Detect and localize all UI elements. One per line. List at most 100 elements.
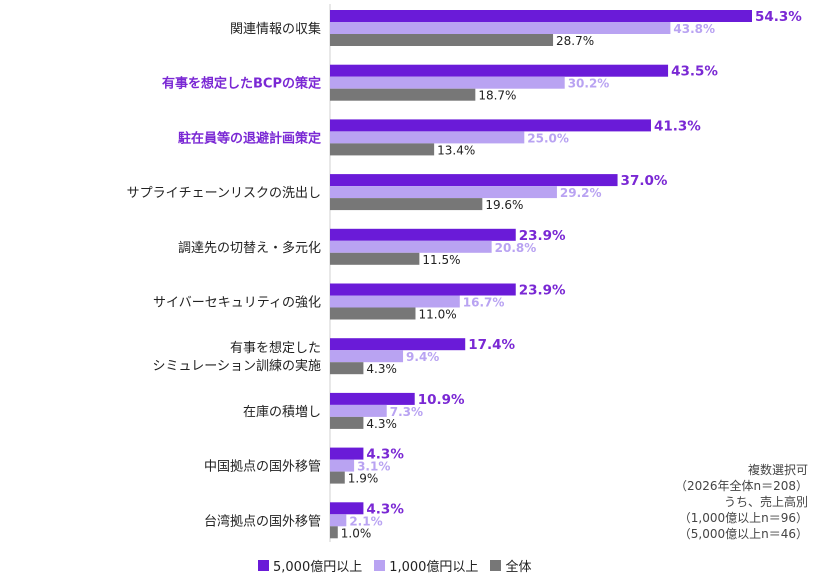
- value-label-bcp-series-0: 43.5%: [671, 64, 718, 80]
- bar-bcp-series-2: [330, 88, 476, 101]
- category-label-procurement: 調達先の切替え・多元化: [178, 240, 321, 256]
- legend-label-all: 全体: [505, 560, 532, 575]
- bar-taiwan-series-1: [330, 514, 347, 527]
- value-label-taiwan-series-1: 2.1%: [349, 514, 382, 528]
- bar-cyber-series-0: [330, 283, 516, 296]
- category-label-supply-chain: サプライチェーンリスクの洗出し: [127, 186, 321, 201]
- category-labels: 関連情報の収集有事を想定したBCPの策定駐在員等の退避計画策定サプライチェーンリ…: [127, 21, 321, 529]
- category-label-line: 調達先の切替え・多元化: [178, 240, 321, 256]
- value-label-china-series-2: 1.9%: [348, 472, 379, 486]
- category-label-line: サイバーセキュリティの強化: [153, 296, 321, 311]
- value-label-supply-chain-series-0: 37.0%: [621, 173, 668, 189]
- bar-procurement-series-2: [330, 252, 420, 265]
- bar-supply-chain-series-2: [330, 198, 483, 211]
- bar-taiwan-series-0: [330, 502, 364, 515]
- bar-bcp-series-1: [330, 76, 565, 89]
- legend-item-1000: 1,000億円以上: [374, 556, 478, 575]
- bar-inventory-series-0: [330, 392, 415, 405]
- bar-inventory-series-2: [330, 416, 364, 429]
- value-label-procurement-series-0: 23.9%: [519, 228, 566, 244]
- legend-item-5000: 5,000億円以上: [258, 556, 362, 575]
- category-label-evacuation: 駐在員等の退避計画策定: [178, 130, 321, 146]
- note-line: （5,000億以上n＝46）: [678, 527, 808, 541]
- value-label-inventory-series-2: 4.3%: [366, 417, 397, 431]
- value-label-cyber-series-2: 11.0%: [418, 308, 456, 322]
- category-label-cyber: サイバーセキュリティの強化: [153, 296, 321, 311]
- value-label-taiwan-series-2: 1.0%: [341, 526, 372, 540]
- category-label-taiwan: 台湾拠点の国外移管: [204, 513, 321, 529]
- category-label-inventory: 在庫の積増し: [243, 405, 321, 420]
- category-label-line: 中国拠点の国外移管: [204, 460, 321, 475]
- bar-collect-info-series-2: [330, 34, 554, 46]
- category-label-line: 駐在員等の退避計画策定: [178, 130, 321, 146]
- bar-simulation-series-0: [330, 338, 466, 351]
- bar-collect-info-series-0: [330, 10, 752, 22]
- value-label-bcp-series-1: 30.2%: [568, 77, 610, 91]
- bar-evacuation-series-2: [330, 143, 435, 156]
- bar-collect-info-series-1: [330, 22, 671, 34]
- category-label-line: 台湾拠点の国外移管: [204, 513, 321, 529]
- value-label-procurement-series-1: 20.8%: [495, 241, 537, 255]
- value-labels: 54.3% 43.8% 28.7% 43.5% 30.2% 18.7% 41.3% 25.0%…: [341, 9, 803, 540]
- category-label-line: サプライチェーンリスクの洗出し: [127, 186, 321, 201]
- bar-inventory-series-1: [330, 404, 387, 417]
- note-line: 複数選択可: [747, 463, 808, 477]
- bar-china-series-2: [330, 471, 345, 484]
- legend-swatch-all: [490, 560, 502, 571]
- value-label-inventory-series-1: 7.3%: [390, 405, 423, 419]
- category-label-line: シミュレーション訓練の実施: [153, 358, 321, 374]
- note-line: （1,000億以上n＝96）: [678, 511, 808, 525]
- sample-size-note: 複数選択可 （2026年全体n＝208） うち、売上高別 （1,000億以上n＝…: [675, 462, 808, 542]
- bar-cyber-series-1: [330, 295, 460, 308]
- value-label-bcp-series-2: 18.7%: [478, 89, 516, 103]
- category-label-line: 関連情報の収集: [230, 21, 321, 37]
- value-label-simulation-series-2: 4.3%: [366, 362, 397, 376]
- legend-swatch-1000: [374, 560, 386, 571]
- legend: 5,000億円以上 1,000億円以上 全体: [258, 556, 543, 575]
- bars: [330, 10, 752, 539]
- category-label-collect-info: 関連情報の収集: [230, 21, 321, 37]
- value-label-china-series-0: 4.3%: [366, 447, 404, 463]
- value-label-taiwan-series-0: 4.3%: [366, 501, 404, 517]
- value-label-evacuation-series-0: 41.3%: [654, 118, 701, 134]
- category-label-line: 在庫の積増し: [243, 405, 321, 420]
- value-label-supply-chain-series-2: 19.6%: [485, 198, 523, 212]
- category-label-line: 有事を想定した: [230, 340, 321, 356]
- value-label-evacuation-series-2: 13.4%: [437, 143, 475, 157]
- bar-supply-chain-series-0: [330, 174, 618, 187]
- value-label-collect-info-series-1: 43.8%: [673, 22, 715, 36]
- legend-swatch-5000: [258, 560, 269, 571]
- bar-taiwan-series-2: [330, 526, 338, 539]
- bar-china-series-0: [330, 447, 364, 460]
- bar-procurement-series-0: [330, 228, 516, 241]
- bar-evacuation-series-0: [330, 119, 651, 132]
- value-label-supply-chain-series-1: 29.2%: [560, 186, 602, 200]
- note-line: うち、売上高別: [723, 495, 808, 509]
- bar-simulation-series-1: [330, 350, 404, 363]
- value-label-simulation-series-1: 9.4%: [406, 350, 439, 364]
- value-label-collect-info-series-0: 54.3%: [755, 9, 802, 25]
- bar-china-series-1: [330, 459, 355, 472]
- note-line: （2026年全体n＝208）: [674, 479, 808, 493]
- category-label-china: 中国拠点の国外移管: [204, 460, 321, 475]
- category-label-simulation: 有事を想定したシミュレーション訓練の実施: [153, 340, 321, 374]
- bar-cyber-series-2: [330, 307, 416, 320]
- legend-label-1000: 1,000億円以上: [389, 560, 479, 575]
- category-label-line: 有事を想定したBCPの策定: [162, 76, 321, 92]
- bar-supply-chain-series-1: [330, 186, 557, 199]
- value-label-china-series-1: 3.1%: [357, 460, 390, 474]
- bar-bcp-series-0: [330, 64, 669, 77]
- bar-simulation-series-2: [330, 362, 364, 375]
- bar-procurement-series-1: [330, 240, 492, 253]
- value-label-evacuation-series-1: 25.0%: [527, 131, 569, 145]
- value-label-simulation-series-0: 17.4%: [468, 337, 515, 353]
- category-label-bcp: 有事を想定したBCPの策定: [162, 76, 321, 92]
- value-label-inventory-series-0: 10.9%: [418, 392, 465, 408]
- legend-item-all: 全体: [490, 556, 531, 575]
- value-label-cyber-series-0: 23.9%: [519, 283, 566, 299]
- value-label-procurement-series-2: 11.5%: [422, 253, 460, 267]
- value-label-cyber-series-1: 16.7%: [463, 296, 505, 310]
- bar-evacuation-series-1: [330, 131, 525, 144]
- value-label-collect-info-series-2: 28.7%: [556, 34, 594, 48]
